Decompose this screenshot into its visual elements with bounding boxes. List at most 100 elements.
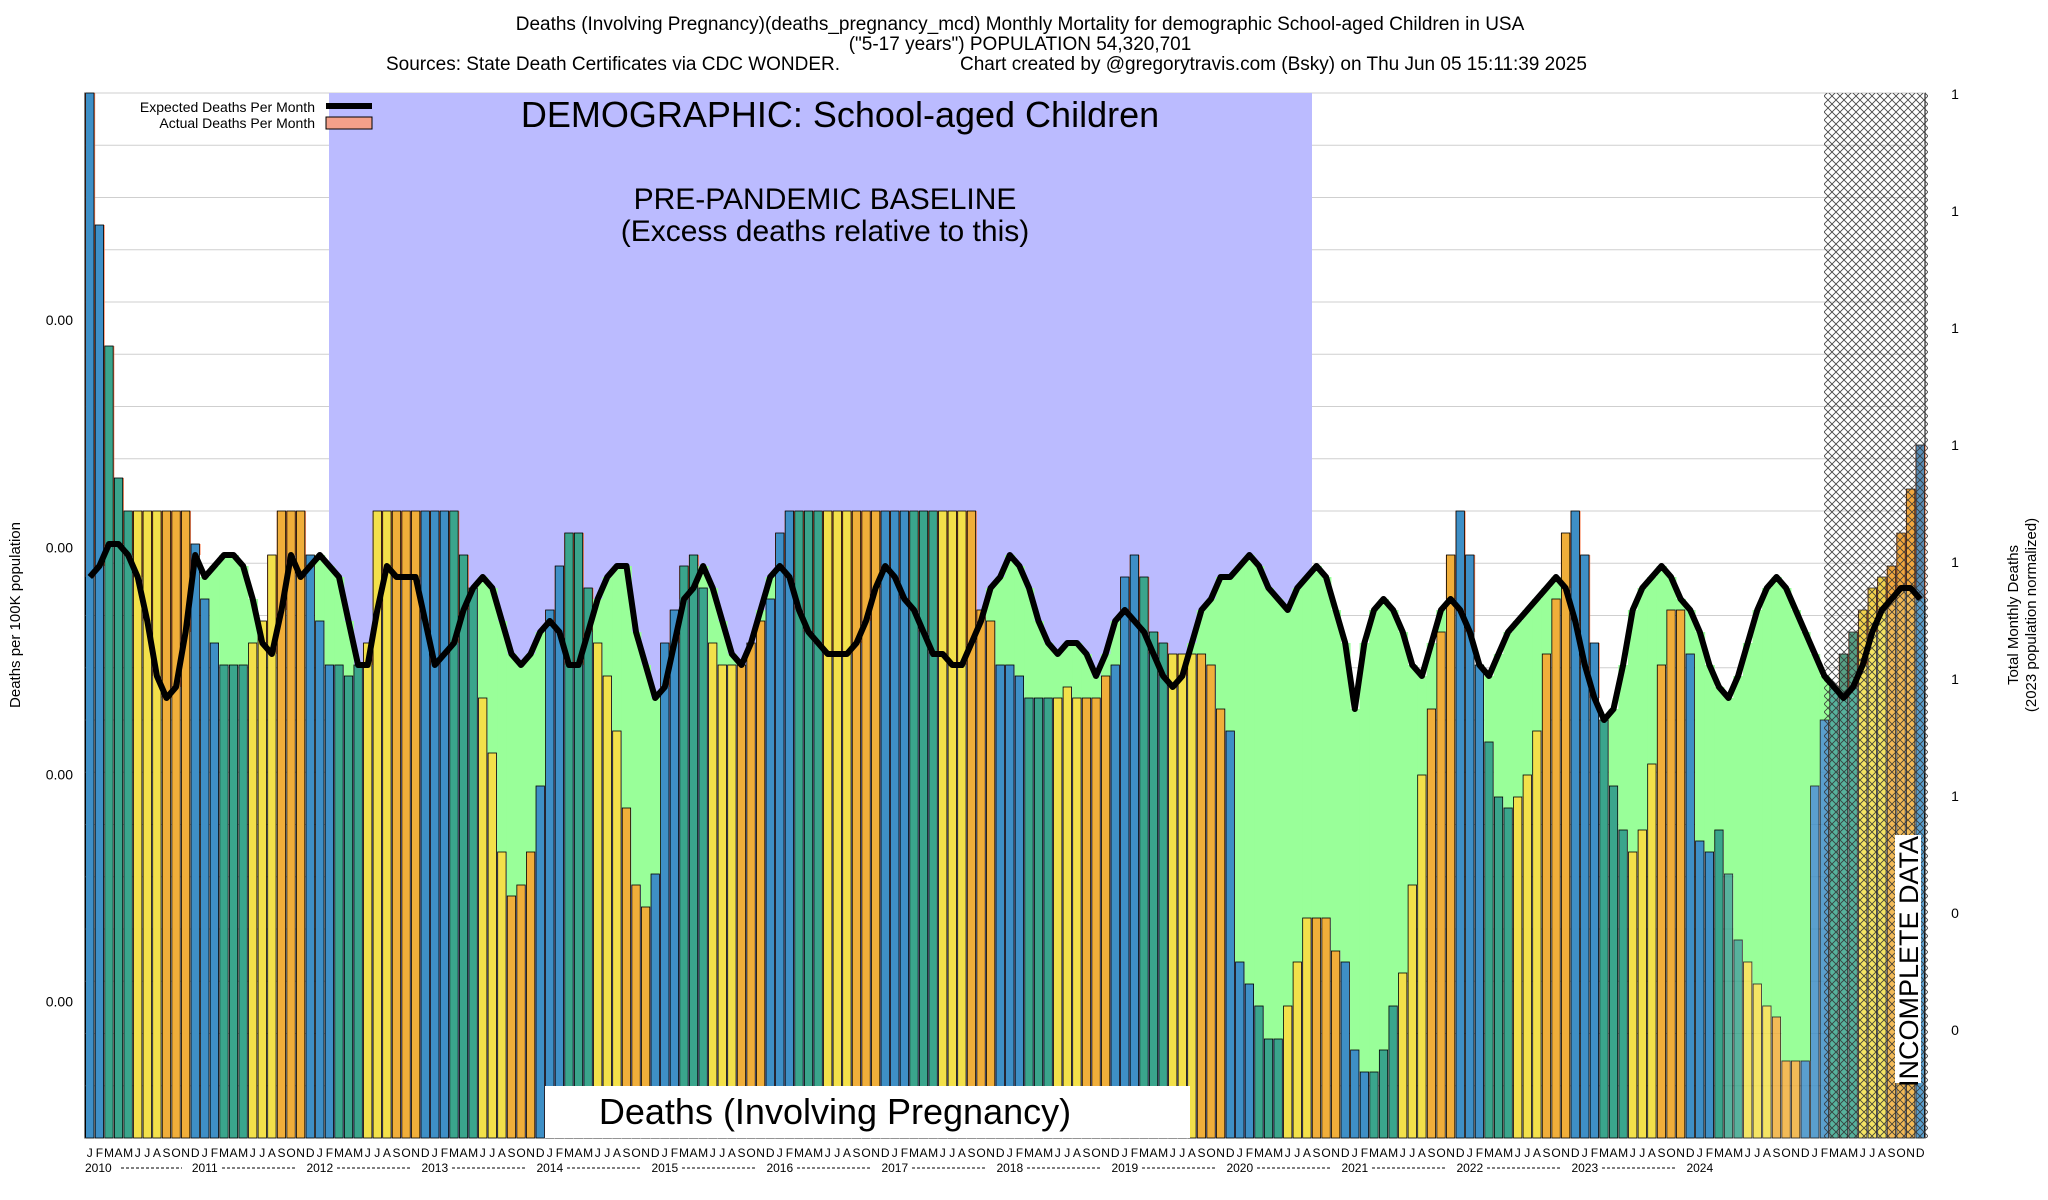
gap-fill bbox=[1493, 654, 1504, 797]
actual-deaths-bar bbox=[430, 510, 440, 1139]
right-tick-label: 1 bbox=[1951, 554, 1959, 570]
actual-deaths-bar bbox=[181, 510, 191, 1139]
month-label: M bbox=[1043, 1146, 1053, 1160]
actual-deaths-bar bbox=[765, 598, 775, 1139]
actual-deaths-bar bbox=[746, 642, 756, 1139]
gap-fill bbox=[1685, 610, 1696, 654]
gap-fill bbox=[1532, 599, 1543, 731]
month-label: J bbox=[144, 1146, 150, 1160]
gap-fill bbox=[1311, 566, 1322, 918]
actual-deaths-bar bbox=[880, 510, 890, 1139]
actual-deaths-bar bbox=[1608, 785, 1619, 1139]
gap-fill bbox=[1110, 621, 1121, 665]
actual-deaths-bar bbox=[104, 345, 114, 1139]
actual-deaths-bar bbox=[1177, 653, 1187, 1139]
actual-deaths-bar bbox=[257, 620, 267, 1139]
actual-deaths-bar bbox=[1810, 785, 1820, 1139]
month-label: F bbox=[1821, 1146, 1828, 1160]
actual-deaths-bar bbox=[1081, 697, 1092, 1139]
month-label: N bbox=[411, 1146, 420, 1160]
right-tick-label: 1 bbox=[1951, 437, 1959, 453]
month-label: D bbox=[651, 1146, 660, 1160]
actual-deaths-bar bbox=[1072, 697, 1082, 1139]
gap-fill bbox=[1244, 555, 1255, 984]
gap-fill bbox=[1656, 566, 1667, 665]
month-label: A bbox=[230, 1146, 238, 1160]
actual-deaths-bar bbox=[85, 92, 95, 1139]
actual-deaths-bar bbox=[1024, 697, 1034, 1139]
month-label: J bbox=[1745, 1146, 1751, 1160]
year-label: 2022 bbox=[1456, 1161, 1483, 1175]
month-label: J bbox=[135, 1146, 141, 1160]
month-label: J bbox=[1860, 1146, 1866, 1160]
month-label: J bbox=[595, 1146, 601, 1160]
month-label: A bbox=[1648, 1146, 1656, 1160]
actual-deaths-bar bbox=[152, 510, 162, 1139]
actual-deaths-bar bbox=[918, 510, 929, 1139]
actual-deaths-bar bbox=[1369, 1071, 1379, 1139]
month-label: F bbox=[671, 1146, 678, 1160]
actual-deaths-bar bbox=[947, 510, 957, 1139]
actual-deaths-bar bbox=[1311, 917, 1322, 1139]
month-label: M bbox=[1139, 1146, 1149, 1160]
gap-fill bbox=[650, 698, 661, 874]
month-label: N bbox=[1331, 1146, 1340, 1160]
month-label: D bbox=[306, 1146, 315, 1160]
gap-fill bbox=[612, 566, 623, 731]
month-label: F bbox=[786, 1146, 793, 1160]
actual-deaths-bar bbox=[669, 609, 679, 1139]
month-label: J bbox=[1409, 1146, 1415, 1160]
actual-deaths-bar bbox=[487, 752, 497, 1139]
gap-fill bbox=[1417, 676, 1428, 775]
baseline-label-1: PRE-PANDEMIC BASELINE bbox=[634, 183, 1017, 216]
chart-source: Sources: State Death Certificates via CD… bbox=[386, 54, 840, 75]
gap-fill bbox=[765, 577, 776, 599]
gap-fill bbox=[698, 566, 709, 588]
gap-fill bbox=[1321, 577, 1332, 918]
month-label: J bbox=[374, 1146, 380, 1160]
gap-fill bbox=[1014, 566, 1025, 676]
month-label: F bbox=[1361, 1146, 1368, 1160]
actual-deaths-bar bbox=[1647, 763, 1657, 1139]
gap-fill bbox=[1733, 676, 1744, 940]
gap-fill bbox=[1790, 610, 1802, 1061]
year-label: 2015 bbox=[651, 1161, 678, 1175]
month-label: S bbox=[392, 1146, 400, 1160]
month-label: D bbox=[1111, 1146, 1120, 1160]
actual-deaths-bar bbox=[1263, 1038, 1274, 1139]
actual-deaths-bar bbox=[1628, 851, 1638, 1139]
month-label: M bbox=[238, 1146, 248, 1160]
actual-deaths-bar bbox=[1695, 840, 1705, 1139]
month-label: O bbox=[1091, 1146, 1100, 1160]
actual-deaths-bar bbox=[1388, 1005, 1398, 1139]
actual-deaths-bar bbox=[123, 510, 133, 1139]
month-label: O bbox=[1321, 1146, 1330, 1160]
month-label: M bbox=[564, 1146, 574, 1160]
month-label: J bbox=[259, 1146, 265, 1160]
month-label: N bbox=[641, 1146, 650, 1160]
gap-fill bbox=[535, 632, 546, 786]
actual-deaths-bar bbox=[1187, 653, 1197, 1139]
actual-deaths-bar bbox=[593, 642, 603, 1139]
actual-deaths-bar bbox=[717, 664, 727, 1139]
actual-deaths-bar bbox=[612, 730, 622, 1139]
month-label: M bbox=[123, 1146, 133, 1160]
actual-deaths-bar bbox=[976, 609, 986, 1139]
actual-deaths-bar bbox=[200, 598, 210, 1139]
expected-deaths-line bbox=[87, 541, 1923, 723]
actual-deaths-bar bbox=[1206, 664, 1216, 1139]
month-label: J bbox=[432, 1146, 438, 1160]
actual-deaths-bar bbox=[286, 510, 296, 1139]
gap-fill bbox=[1282, 610, 1294, 1006]
right-tick-label: 1 bbox=[1951, 203, 1959, 219]
actual-deaths-bar bbox=[727, 664, 737, 1139]
month-label: S bbox=[1312, 1146, 1320, 1160]
month-label: S bbox=[967, 1146, 975, 1160]
year-label: 2021 bbox=[1341, 1161, 1368, 1175]
month-label: J bbox=[1697, 1146, 1703, 1160]
actual-deaths-bar bbox=[1493, 796, 1504, 1139]
gap-fill bbox=[1081, 654, 1092, 698]
month-label: S bbox=[1887, 1146, 1895, 1160]
actual-deaths-bar bbox=[660, 642, 670, 1139]
gap-fill bbox=[717, 621, 728, 665]
